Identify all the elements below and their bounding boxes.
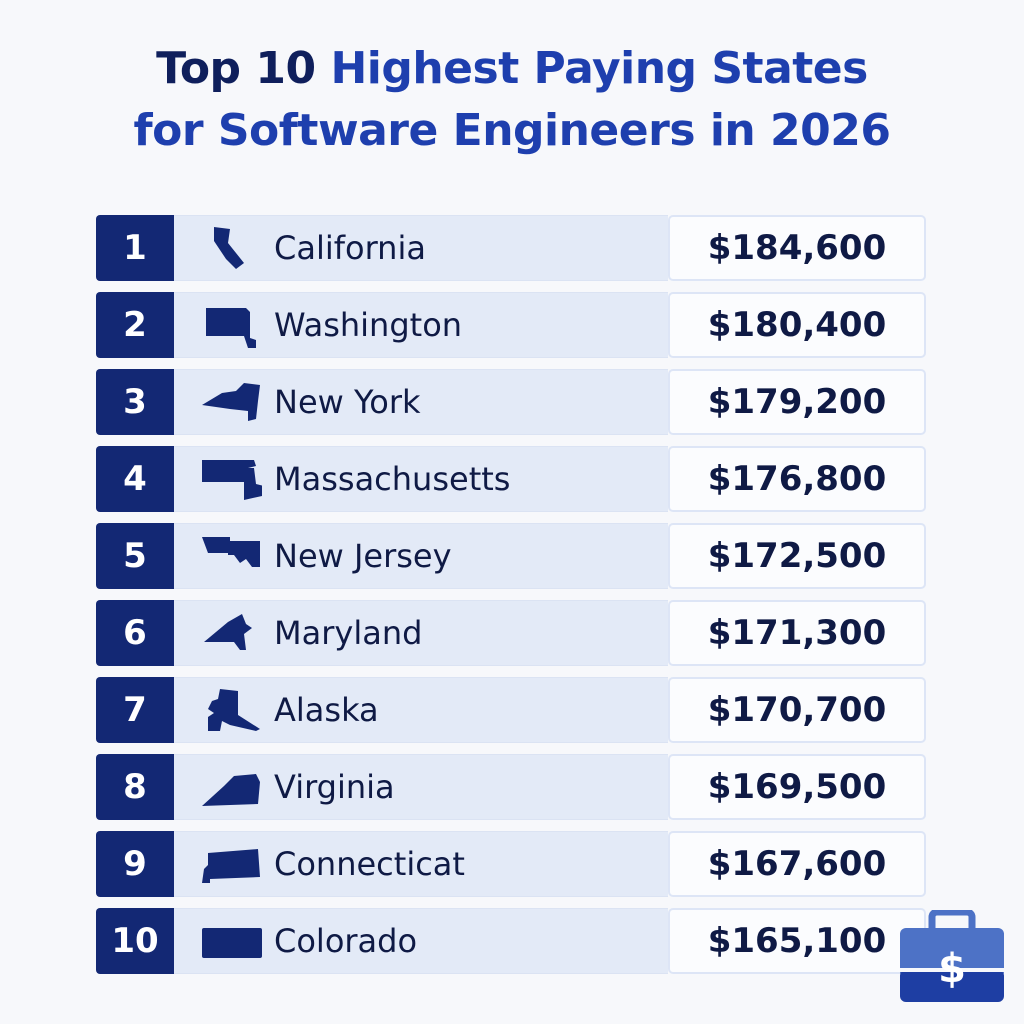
title-highlight: Highest Paying States	[330, 43, 868, 94]
title-top10: Top 10	[156, 43, 316, 94]
rank-badge: 9	[96, 831, 174, 897]
rank-badge: 6	[96, 600, 174, 666]
salary-value: $176,800	[668, 446, 926, 512]
svg-text:$: $	[938, 946, 966, 992]
state-name: Maryland	[274, 614, 423, 652]
table-row: 3 New York $179,200	[96, 369, 930, 435]
state-name: New Jersey	[274, 537, 452, 575]
california-shape-icon	[200, 225, 262, 271]
table-row: 9 Connecticat $167,600	[96, 831, 930, 897]
table-row: 7 Alaska $170,700	[96, 677, 930, 743]
rank-badge: 5	[96, 523, 174, 589]
salary-value: $180,400	[668, 292, 926, 358]
salary-value: $167,600	[668, 831, 926, 897]
salary-value: $165,100	[668, 908, 926, 974]
state-name: New York	[274, 383, 421, 421]
state-name: Washington	[274, 306, 463, 344]
state-cell: California	[174, 215, 668, 281]
maryland-shape-icon	[200, 610, 262, 656]
rank-badge: 8	[96, 754, 174, 820]
salary-value: $170,700	[668, 677, 926, 743]
rank-badge: 10	[96, 908, 174, 974]
rank-badge: 7	[96, 677, 174, 743]
washington-shape-icon	[200, 302, 262, 348]
table-row: 10 Colorado $165,100	[96, 908, 930, 974]
connecticut-shape-icon	[200, 841, 262, 887]
rank-badge: 1	[96, 215, 174, 281]
title-line2: for Software Engineers in 2026	[133, 105, 891, 156]
state-name: Colorado	[274, 922, 418, 960]
salary-value: $179,200	[668, 369, 926, 435]
massachusetts-shape-icon	[200, 456, 262, 502]
new-jersey-shape-icon	[200, 533, 262, 579]
table-row: 1 California $184,600	[96, 215, 930, 281]
rank-badge: 4	[96, 446, 174, 512]
state-cell: Colorado	[174, 908, 668, 974]
table-row: 2 Washington $180,400	[96, 292, 930, 358]
salary-value: $169,500	[668, 754, 926, 820]
ranking-table: 1 California $184,600 2 Washington $180,…	[96, 215, 930, 985]
state-name: California	[274, 229, 426, 267]
alaska-shape-icon	[200, 687, 262, 733]
state-cell: Alaska	[174, 677, 668, 743]
state-cell: Washington	[174, 292, 668, 358]
state-cell: Massachusetts	[174, 446, 668, 512]
state-cell: New York	[174, 369, 668, 435]
table-row: 8 Virginia $169,500	[96, 754, 930, 820]
state-name: Virginia	[274, 768, 395, 806]
state-cell: Maryland	[174, 600, 668, 666]
salary-value: $171,300	[668, 600, 926, 666]
briefcase-dollar-icon: $	[900, 908, 1004, 1002]
state-name: Massachusetts	[274, 460, 511, 498]
new-york-shape-icon	[200, 379, 262, 425]
state-cell: New Jersey	[174, 523, 668, 589]
rank-badge: 3	[96, 369, 174, 435]
state-name: Connecticat	[274, 845, 465, 883]
table-row: 5 New Jersey $172,500	[96, 523, 930, 589]
state-cell: Connecticat	[174, 831, 668, 897]
state-cell: Virginia	[174, 754, 668, 820]
table-row: 4 Massachusetts $176,800	[96, 446, 930, 512]
table-row: 6 Maryland $171,300	[96, 600, 930, 666]
salary-value: $172,500	[668, 523, 926, 589]
page-title: Top 10 Highest Paying States for Softwar…	[0, 38, 1024, 162]
salary-value: $184,600	[668, 215, 926, 281]
virginia-shape-icon	[200, 764, 262, 810]
colorado-shape-icon	[200, 918, 262, 964]
state-name: Alaska	[274, 691, 379, 729]
rank-badge: 2	[96, 292, 174, 358]
